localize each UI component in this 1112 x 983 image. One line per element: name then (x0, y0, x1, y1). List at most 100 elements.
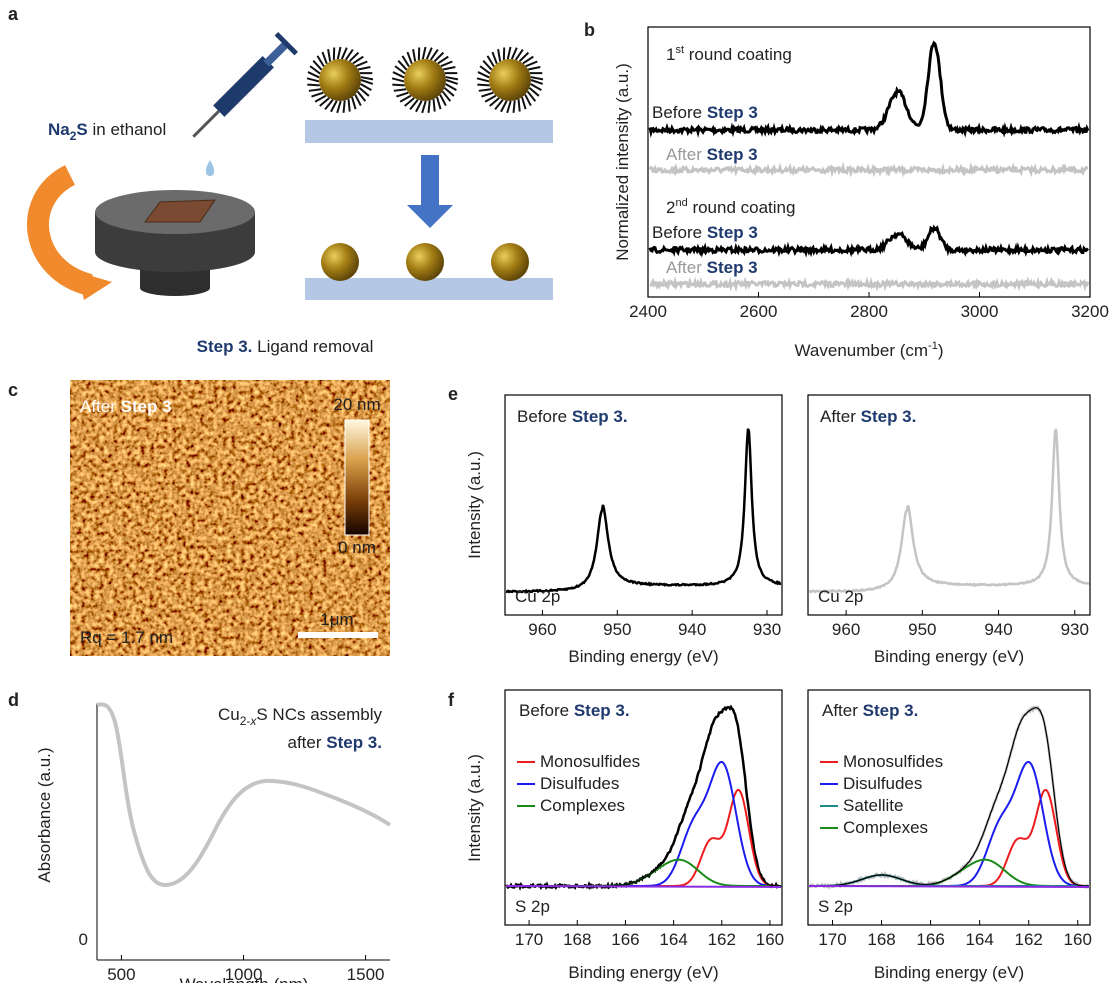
x-axis-label: Wavelength (nm) (180, 975, 309, 983)
x-tick-label: 2800 (850, 302, 888, 321)
x-tick-label: 164 (965, 930, 993, 949)
x-tick-label: 168 (563, 930, 591, 949)
x-axis-label: Binding energy (eV) (568, 647, 718, 666)
color-bar-min: 0 nm (338, 538, 376, 557)
round-title-part: round coating (688, 198, 796, 217)
x-axis-label-part: Wavenumber (cm (795, 341, 929, 360)
x-tick-label: 168 (867, 930, 895, 949)
ligand (308, 72, 319, 77)
color-bar-max: 20 nm (333, 395, 380, 414)
ligand (352, 97, 356, 109)
x-tick-label: 170 (818, 930, 846, 949)
x-tick-label: 930 (753, 620, 781, 639)
annotation-part: 2- (240, 714, 251, 728)
caption-part: Step 3. (197, 337, 253, 356)
x-tick-label: 500 (107, 965, 135, 983)
ligand (479, 89, 491, 91)
plot-title: Before Step 3. (519, 701, 630, 720)
plot-title-part: After (822, 701, 863, 720)
reagent-label-part: in ethanol (88, 120, 166, 139)
x-tick-label: 940 (984, 620, 1012, 639)
x-tick-label: 960 (528, 620, 556, 639)
image-title: After Step 3 (80, 397, 172, 416)
ligand (443, 67, 455, 69)
ligand (477, 85, 489, 86)
ligand (361, 80, 373, 84)
plot-title-part: Before (517, 407, 572, 426)
round-title-part: round coating (684, 45, 792, 64)
x-tick-label: 164 (659, 930, 687, 949)
ligand (498, 49, 500, 61)
annotation-part: Cu (218, 705, 240, 724)
figure: aNa2S in ethanolStep 3. Ligand removalb2… (0, 0, 1112, 983)
panel-label: a (8, 4, 19, 24)
x-tick-label: 950 (908, 620, 936, 639)
after-label-part: After (666, 145, 707, 164)
panel-label: b (584, 20, 595, 40)
ligand (315, 96, 326, 102)
coater-base-bottom (140, 280, 210, 296)
ligand (355, 95, 361, 106)
cu-spectrum (809, 429, 1089, 592)
plot-title-part: Before (519, 701, 574, 720)
spectrum (650, 168, 1088, 173)
panel-label: c (8, 380, 18, 400)
annotation: Cu2-xS NCs assembly (218, 705, 383, 728)
roughness: Rq = 1.7 nm (80, 628, 173, 647)
ligand (322, 52, 326, 64)
spectrum (650, 282, 1088, 287)
ligand (342, 48, 347, 59)
plot-title-part: Step 3. (574, 701, 630, 720)
x-tick-label: 930 (1061, 620, 1089, 639)
ligand (337, 101, 341, 113)
scale-bar-label: 1μm (320, 610, 353, 629)
ligand (358, 67, 370, 69)
process-arrow-head (407, 205, 453, 228)
x-tick-label: 940 (678, 620, 706, 639)
ligand (528, 67, 540, 69)
x-tick-label: 160 (756, 930, 784, 949)
plot-frame (505, 395, 782, 615)
before-label-part: Before (652, 103, 707, 122)
cu-spectrum (506, 429, 781, 592)
x-axis-label: Binding energy (eV) (568, 963, 718, 982)
scale-bar (298, 632, 378, 638)
spin-coater-illustration (38, 32, 553, 300)
legend-label: Complexes (540, 796, 625, 815)
ligand (422, 101, 426, 113)
annotation: after Step 3. (288, 733, 383, 752)
x-tick-label: 162 (708, 930, 736, 949)
legend-label: Disulfudes (843, 774, 922, 793)
ligand (427, 48, 432, 59)
x-axis-label: Binding energy (eV) (874, 963, 1024, 982)
nanocrystal (489, 59, 531, 101)
x-tick-label: 960 (832, 620, 860, 639)
syringe-needle (192, 110, 220, 138)
nanocrystal (319, 59, 361, 101)
before-label-part: Step 3 (707, 103, 758, 122)
y-axis-label: Intensity (a.u.) (465, 754, 484, 862)
legend-label: Satellite (843, 796, 903, 815)
before-label-part: Step 3 (707, 223, 758, 242)
ligand (307, 78, 319, 81)
ligand (437, 97, 441, 109)
ligand (440, 95, 446, 106)
page: {"panel_a": {"label": "a", "reagent": ["… (0, 0, 1112, 983)
ligand (392, 78, 404, 81)
before-label: Before Step 3 (652, 223, 758, 242)
droplet (206, 160, 214, 176)
legend-label: Disulfudes (540, 774, 619, 793)
x-tick-label: 170 (515, 930, 543, 949)
color-bar (345, 420, 369, 535)
panel-label: d (8, 690, 19, 710)
ligand (477, 78, 489, 81)
ligand (526, 61, 537, 66)
x-tick-label: 3000 (961, 302, 999, 321)
background (809, 886, 1089, 887)
reagent-label-part: S (76, 120, 87, 139)
ligand (478, 72, 489, 77)
ligand (307, 85, 319, 86)
round-title-part: 2 (666, 198, 675, 217)
reagent-label: Na2S in ethanol (48, 120, 166, 143)
before-label-part: Before (652, 223, 707, 242)
